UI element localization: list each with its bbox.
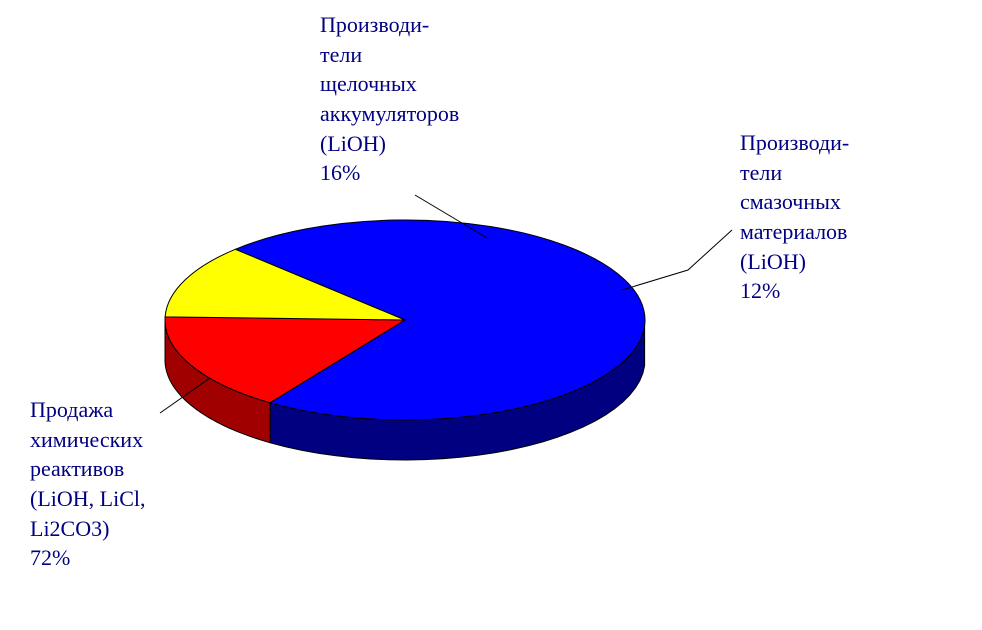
leader-lubricants bbox=[622, 230, 732, 290]
pie-svg bbox=[0, 0, 982, 630]
label-reagents: Продажа химических реактивов (LiOH, LiCl… bbox=[30, 395, 146, 573]
label-batteries: Производи- тели щелочных аккумуляторов (… bbox=[320, 10, 459, 188]
label-lubricants: Производи- тели смазочных материалов (Li… bbox=[740, 128, 849, 306]
pie-chart-3d: Производи- тели щелочных аккумуляторов (… bbox=[0, 0, 982, 630]
